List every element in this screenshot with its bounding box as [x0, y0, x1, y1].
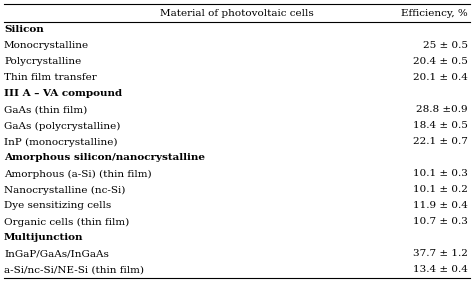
Text: 10.1 ± 0.3: 10.1 ± 0.3 [413, 170, 468, 179]
Text: InGaP/GaAs/InGaAs: InGaP/GaAs/InGaAs [4, 250, 109, 258]
Text: Thin film transfer: Thin film transfer [4, 74, 97, 82]
Text: 25 ± 0.5: 25 ± 0.5 [423, 41, 468, 51]
Text: 10.7 ± 0.3: 10.7 ± 0.3 [413, 218, 468, 227]
Text: Multijunction: Multijunction [4, 233, 83, 243]
Text: Nanocrystalline (nc-Si): Nanocrystalline (nc-Si) [4, 185, 126, 195]
Text: Organic cells (thin film): Organic cells (thin film) [4, 218, 129, 227]
Text: Amorphous silicon/nanocrystalline: Amorphous silicon/nanocrystalline [4, 153, 205, 162]
Text: 28.8 ±0.9: 28.8 ±0.9 [416, 105, 468, 114]
Text: 13.4 ± 0.4: 13.4 ± 0.4 [413, 266, 468, 275]
Text: Monocrystalline: Monocrystalline [4, 41, 89, 51]
Text: Dye sensitizing cells: Dye sensitizing cells [4, 202, 111, 210]
Text: GaAs (thin film): GaAs (thin film) [4, 105, 87, 114]
Text: 37.7 ± 1.2: 37.7 ± 1.2 [413, 250, 468, 258]
Text: InP (monocrystalline): InP (monocrystalline) [4, 137, 118, 147]
Text: 20.4 ± 0.5: 20.4 ± 0.5 [413, 57, 468, 66]
Text: a-Si/nc-Si/NE-Si (thin film): a-Si/nc-Si/NE-Si (thin film) [4, 266, 144, 275]
Text: Amorphous (a-Si) (thin film): Amorphous (a-Si) (thin film) [4, 170, 152, 179]
Text: III A – VA compound: III A – VA compound [4, 89, 122, 99]
Text: 20.1 ± 0.4: 20.1 ± 0.4 [413, 74, 468, 82]
Text: 11.9 ± 0.4: 11.9 ± 0.4 [413, 202, 468, 210]
Text: Polycrystalline: Polycrystalline [4, 57, 81, 66]
Text: 10.1 ± 0.2: 10.1 ± 0.2 [413, 185, 468, 195]
Text: GaAs (polycrystalline): GaAs (polycrystalline) [4, 122, 120, 131]
Text: Silicon: Silicon [4, 26, 44, 34]
Text: 18.4 ± 0.5: 18.4 ± 0.5 [413, 122, 468, 131]
Text: Efficiency, %: Efficiency, % [401, 9, 468, 18]
Text: 22.1 ± 0.7: 22.1 ± 0.7 [413, 137, 468, 147]
Text: Material of photovoltaic cells: Material of photovoltaic cells [160, 9, 314, 18]
